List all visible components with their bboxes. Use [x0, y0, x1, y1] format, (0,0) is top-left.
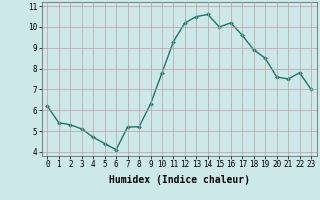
- X-axis label: Humidex (Indice chaleur): Humidex (Indice chaleur): [109, 175, 250, 185]
